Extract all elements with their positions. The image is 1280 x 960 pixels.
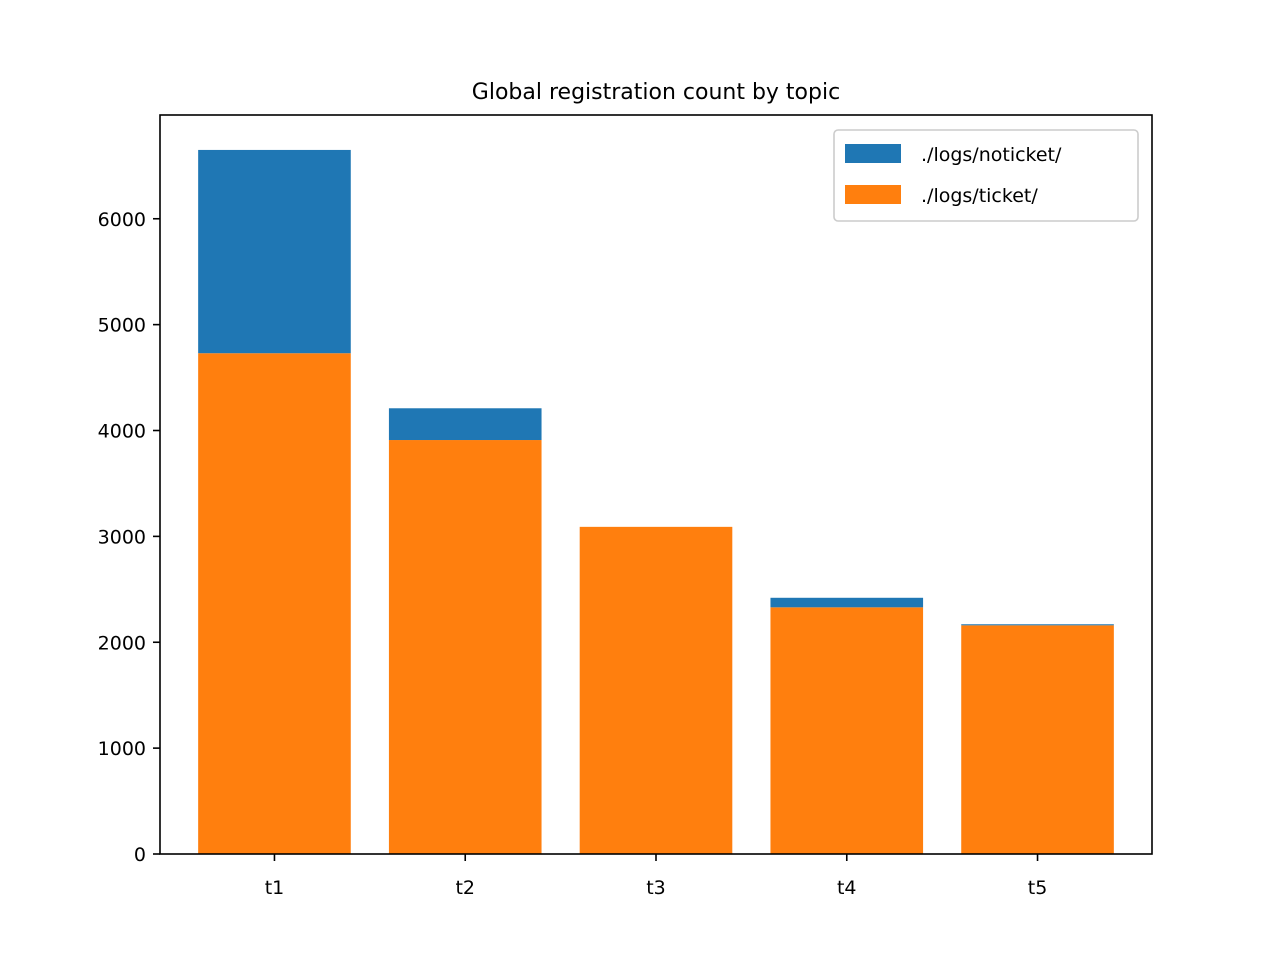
x-tick-label-t2: t2 bbox=[455, 877, 475, 899]
bar-t5-series-0 bbox=[961, 625, 1114, 854]
y-tick-label: 6000 bbox=[98, 209, 146, 231]
bar-t1-series-1 bbox=[198, 149, 351, 354]
y-tick-label: 1000 bbox=[98, 738, 146, 760]
legend-swatch bbox=[845, 185, 901, 204]
y-tick-label: 5000 bbox=[98, 315, 146, 337]
chart-title: Global registration count by topic bbox=[472, 80, 840, 105]
legend-box bbox=[833, 129, 1139, 222]
bar-t4-series-0 bbox=[770, 607, 924, 854]
x-tick-label-t3: t3 bbox=[646, 877, 666, 899]
legend-label: ./logs/noticket/ bbox=[921, 144, 1062, 166]
bar-t4-series-1 bbox=[770, 597, 924, 608]
bar-t1-series-0 bbox=[198, 353, 351, 854]
bar-t2-series-0 bbox=[388, 440, 542, 854]
y-tick-label: 0 bbox=[134, 844, 146, 866]
bar-t5-series-1 bbox=[961, 624, 1114, 626]
axes-group: 0 1000 2000 3000 4000 5000 6000 t1 t2 t3 t4 t5 bbox=[98, 114, 1153, 899]
legend-swatch bbox=[845, 144, 901, 163]
x-tick-label-t1: t1 bbox=[265, 877, 285, 899]
legend: ./logs/noticket/ ./logs/ticket/ bbox=[833, 129, 1139, 222]
y-tick-label: 4000 bbox=[98, 421, 146, 443]
x-tick-label-t5: t5 bbox=[1028, 877, 1048, 899]
bar-t3-series-0 bbox=[579, 526, 733, 854]
y-tick-label: 2000 bbox=[98, 632, 146, 654]
y-tick-label: 3000 bbox=[98, 526, 146, 548]
bars-group bbox=[198, 149, 1114, 854]
bar-t2-series-1 bbox=[388, 408, 542, 441]
legend-label: ./logs/ticket/ bbox=[921, 185, 1038, 207]
x-tick-label-t4: t4 bbox=[837, 877, 857, 899]
